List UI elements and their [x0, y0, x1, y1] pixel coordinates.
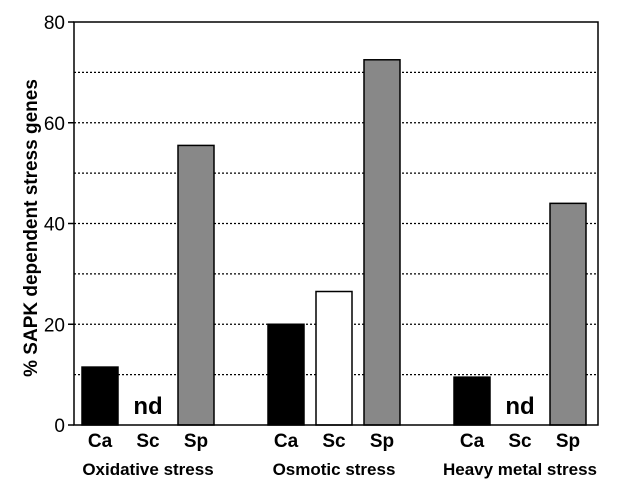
category-label-sp: Sp [556, 431, 580, 452]
category-label-ca: Ca [460, 431, 485, 452]
y-tick-label-40: 40 [44, 215, 65, 236]
category-label-sp: Sp [370, 431, 394, 452]
bars: nd nd [81, 59, 587, 426]
x-axis-labels: Ca Sc Sp Oxidative stress Ca Sc Sp Osmotic stre… [82, 431, 597, 479]
y-tick-label-0: 0 [54, 416, 65, 437]
category-label-sc: Sc [322, 431, 346, 452]
nd-label: nd [133, 393, 162, 420]
bar-osmotic-stress-sp [363, 59, 401, 426]
y-tick-label-80: 80 [44, 13, 65, 34]
y-axis-ticks: 0 20 40 60 80 [44, 13, 74, 437]
category-label-sc: Sc [508, 431, 532, 452]
bar-osmotic-stress-ca [267, 323, 305, 426]
bar-heavy-metal-stress-ca [453, 376, 491, 426]
bar-heavy-metal-stress-sp [549, 202, 587, 426]
y-axis-label: % SAPK dependent stress genes [21, 79, 42, 377]
y-tick-label-60: 60 [44, 114, 65, 135]
category-label-sp: Sp [184, 431, 208, 452]
category-label-ca: Ca [274, 431, 299, 452]
bar-osmotic-stress-sc [315, 290, 353, 426]
group-label: Heavy metal stress [443, 460, 597, 479]
nd-label: nd [505, 393, 534, 420]
bar-oxidative-stress-sp [177, 144, 215, 426]
category-label-sc: Sc [136, 431, 160, 452]
group-label: Osmotic stress [273, 460, 396, 479]
bar-oxidative-stress-ca [81, 366, 119, 426]
category-label-ca: Ca [88, 431, 113, 452]
y-tick-label-20: 20 [44, 315, 65, 336]
group-label: Oxidative stress [82, 460, 213, 479]
